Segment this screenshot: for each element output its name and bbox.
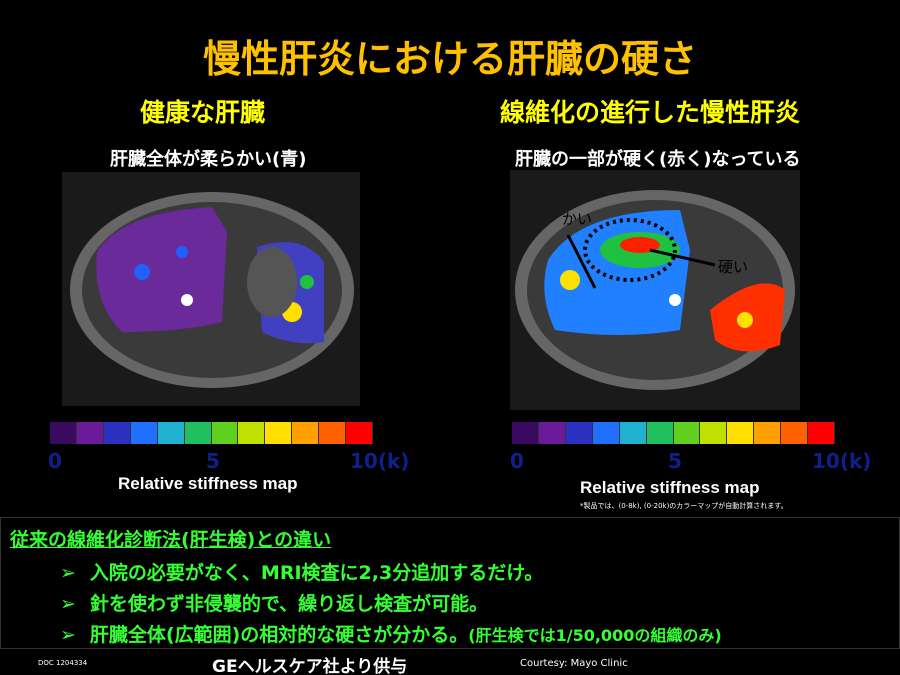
scale-label: 10(k) <box>350 449 410 473</box>
scale-swatch <box>50 422 77 444</box>
scale-swatch <box>754 422 782 444</box>
bullet-text: 入院の必要がなく、MRI検査に2,3分追加するだけ。 <box>89 562 544 584</box>
bullet-text: 肝臓全体(広範囲)の相対的な硬さが分かる。 <box>89 624 469 646</box>
scale-swatch <box>538 422 566 444</box>
scale-swatch <box>512 422 539 444</box>
footnote: *製品では、(0-8k), (0-20k)のカラーマップが自動計算されます。 <box>580 502 788 510</box>
mri-healthy <box>62 172 360 406</box>
scale-swatch <box>103 422 131 444</box>
scale-swatch <box>184 422 212 444</box>
mri-fibrosis <box>510 170 800 410</box>
right-heading: 線維化の進行した慢性肝炎 <box>500 98 801 127</box>
scale-swatch <box>319 422 347 444</box>
scale-title: Relative stiffness map <box>580 478 760 497</box>
annotation-soft: かい <box>562 210 593 228</box>
bullet: ➢ 針を使わず非侵襲的で、繰り返し検査が可能。 <box>60 593 489 615</box>
scale-swatch <box>646 422 674 444</box>
scale-swatch <box>238 422 266 444</box>
scale-label: 5 <box>206 449 220 473</box>
scale-swatch <box>565 422 593 444</box>
box-heading: 従来の線維化診断法(肝生検)との違い <box>10 529 332 551</box>
scale-swatch <box>130 422 158 444</box>
color-scale <box>50 422 374 444</box>
scale-swatch <box>592 422 620 444</box>
left-caption: 肝臓全体が柔らかい(青) <box>110 149 307 170</box>
scale-title: Relative stiffness map <box>118 474 298 493</box>
color-scale <box>512 422 836 444</box>
bullet: ➢ 肝臓全体(広範囲)の相対的な硬さが分かる。(肝生検では1/50,000の組織の… <box>60 624 722 646</box>
scale-swatch <box>292 422 320 444</box>
scale-swatch <box>619 422 647 444</box>
credit: GEヘルスケア社より供与 <box>212 657 408 675</box>
courtesy: Courtesy: Mayo Clinic <box>520 658 628 669</box>
scale-label: 0 <box>48 449 62 473</box>
scale-swatch <box>265 422 293 444</box>
scale-swatch <box>211 422 239 444</box>
bullet-text: 針を使わず非侵襲的で、繰り返し検査が可能。 <box>89 593 489 615</box>
scale-swatch <box>808 422 836 444</box>
scale-swatch <box>727 422 755 444</box>
right-caption: 肝臓の一部が硬く(赤く)なっている <box>515 149 801 170</box>
title: 慢性肝炎における肝臓の硬さ <box>202 37 697 81</box>
scale-swatch <box>346 422 374 444</box>
scale-swatch <box>157 422 185 444</box>
scale-swatch <box>76 422 104 444</box>
left-heading: 健康な肝臓 <box>140 98 266 127</box>
bullet-note: (肝生検では1/50,000の組織のみ) <box>468 626 722 645</box>
scale-swatch <box>673 422 701 444</box>
annotation-hard: 硬い <box>718 258 749 276</box>
scale-label: 0 <box>510 449 524 473</box>
scale-label: 10(k) <box>812 449 872 473</box>
scale-swatch <box>781 422 809 444</box>
bullet: ➢ 入院の必要がなく、MRI検査に2,3分追加するだけ。 <box>60 562 544 584</box>
doc-id: DOC 1204334 <box>38 659 88 667</box>
scale-label: 5 <box>668 449 682 473</box>
scale-swatch <box>700 422 728 444</box>
